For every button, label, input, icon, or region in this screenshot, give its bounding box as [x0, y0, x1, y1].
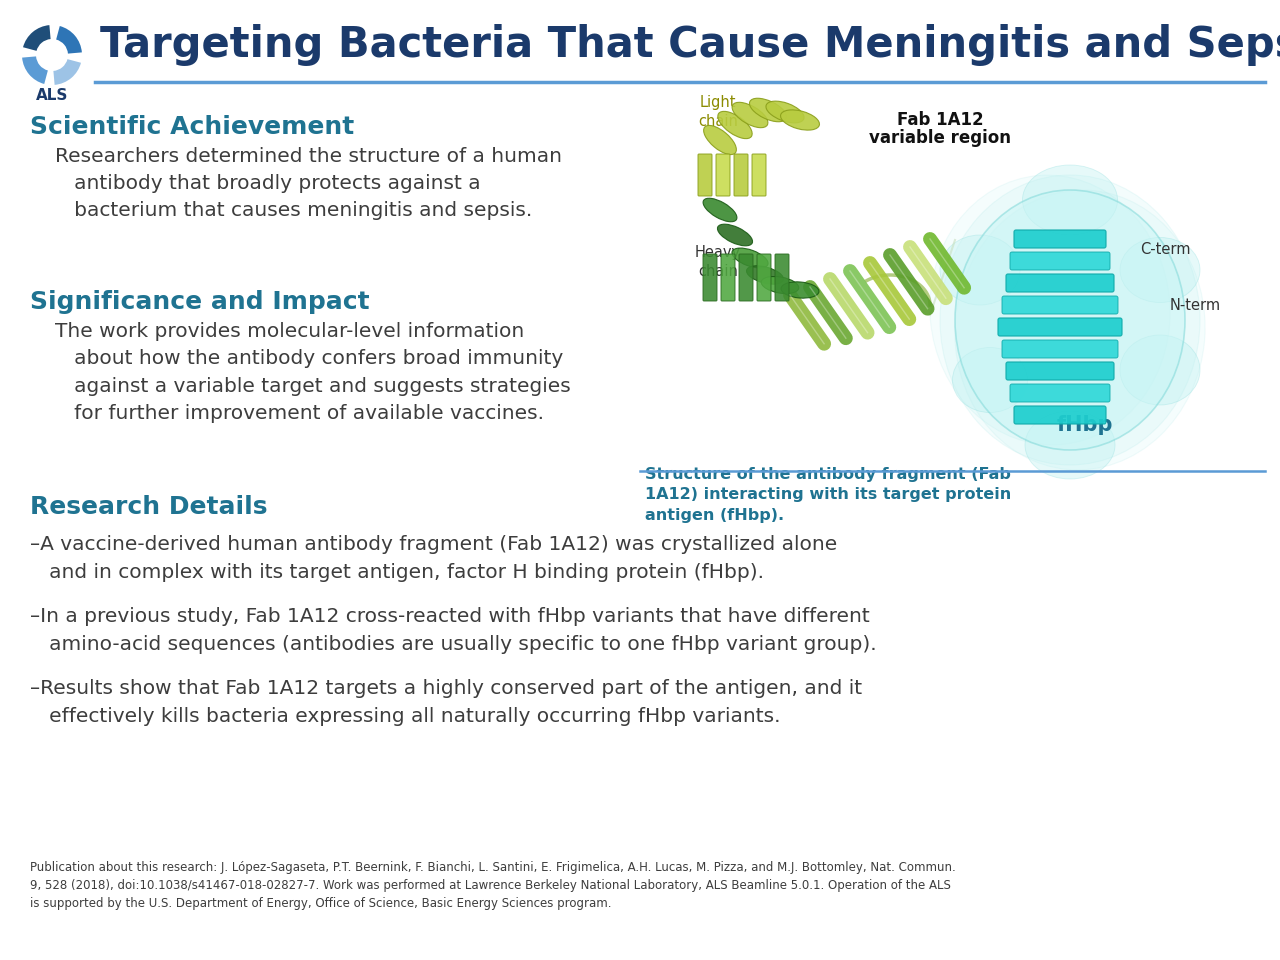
Wedge shape: [23, 25, 51, 51]
Text: –Results show that Fab 1A12 targets a highly conserved part of the antigen, and : –Results show that Fab 1A12 targets a hi…: [29, 679, 863, 698]
Ellipse shape: [703, 199, 737, 222]
Ellipse shape: [718, 111, 753, 138]
Ellipse shape: [718, 225, 753, 246]
FancyBboxPatch shape: [1006, 274, 1114, 292]
Text: Researchers determined the structure of a human
   antibody that broadly protect: Researchers determined the structure of …: [55, 147, 562, 221]
Ellipse shape: [732, 103, 768, 128]
Ellipse shape: [929, 175, 1170, 444]
Circle shape: [42, 45, 61, 65]
Text: N-term: N-term: [1170, 298, 1221, 313]
FancyBboxPatch shape: [774, 254, 788, 301]
Ellipse shape: [1120, 237, 1201, 302]
FancyBboxPatch shape: [1014, 406, 1106, 424]
FancyBboxPatch shape: [716, 154, 730, 196]
Ellipse shape: [1025, 411, 1115, 479]
Text: variable region: variable region: [869, 129, 1011, 147]
Ellipse shape: [781, 109, 819, 131]
Ellipse shape: [704, 126, 736, 155]
Ellipse shape: [940, 235, 1020, 305]
Text: ALS: ALS: [36, 87, 68, 103]
Text: fHbp: fHbp: [1057, 415, 1114, 435]
Ellipse shape: [952, 348, 1028, 413]
FancyBboxPatch shape: [1014, 230, 1106, 248]
Ellipse shape: [746, 266, 783, 284]
FancyBboxPatch shape: [756, 254, 771, 301]
Text: Heavy
chain: Heavy chain: [695, 245, 741, 279]
Text: Light
chain: Light chain: [698, 95, 739, 130]
Bar: [640, 88, 1265, 465]
FancyBboxPatch shape: [753, 154, 765, 196]
Ellipse shape: [1120, 335, 1201, 405]
Ellipse shape: [781, 282, 819, 299]
Ellipse shape: [955, 190, 1206, 469]
Text: Fab 1A12: Fab 1A12: [897, 111, 983, 129]
Text: Structure of the antibody fragment (Fab
1A12) interacting with its target protei: Structure of the antibody fragment (Fab …: [645, 467, 1011, 523]
Ellipse shape: [765, 101, 804, 123]
FancyBboxPatch shape: [1002, 296, 1117, 314]
Text: C-term: C-term: [1140, 243, 1190, 257]
Ellipse shape: [750, 98, 786, 122]
Ellipse shape: [762, 276, 799, 294]
Text: Targeting Bacteria That Cause Meningitis and Sepsis: Targeting Bacteria That Cause Meningitis…: [100, 24, 1280, 66]
FancyBboxPatch shape: [733, 154, 748, 196]
Text: –In a previous study, Fab 1A12 cross-reacted with fHbp variants that have differ: –In a previous study, Fab 1A12 cross-rea…: [29, 607, 869, 626]
Wedge shape: [56, 26, 82, 54]
Ellipse shape: [1023, 165, 1117, 235]
Text: Publication about this research: J. López-Sagaseta, P.T. Beernink, F. Bianchi, L: Publication about this research: J. Lópe…: [29, 860, 956, 909]
Text: The work provides molecular-level information
   about how the antibody confers : The work provides molecular-level inform…: [55, 322, 571, 422]
FancyBboxPatch shape: [998, 318, 1123, 336]
Ellipse shape: [955, 190, 1185, 450]
FancyBboxPatch shape: [698, 154, 712, 196]
Ellipse shape: [940, 175, 1201, 465]
Wedge shape: [22, 57, 47, 84]
FancyBboxPatch shape: [721, 254, 735, 301]
FancyBboxPatch shape: [739, 254, 753, 301]
FancyBboxPatch shape: [1010, 252, 1110, 270]
Text: –A vaccine-derived human antibody fragment (Fab 1A12) was crystallized alone: –A vaccine-derived human antibody fragme…: [29, 535, 837, 554]
Ellipse shape: [732, 248, 768, 268]
Text: effectively kills bacteria expressing all naturally occurring fHbp variants.: effectively kills bacteria expressing al…: [29, 707, 781, 726]
Text: Significance and Impact: Significance and Impact: [29, 290, 370, 314]
FancyBboxPatch shape: [703, 254, 717, 301]
Text: Scientific Achievement: Scientific Achievement: [29, 115, 355, 139]
Wedge shape: [54, 60, 81, 84]
FancyBboxPatch shape: [1010, 384, 1110, 402]
Text: Research Details: Research Details: [29, 495, 268, 519]
Text: amino-acid sequences (antibodies are usually specific to one fHbp variant group): amino-acid sequences (antibodies are usu…: [29, 635, 877, 654]
FancyBboxPatch shape: [1002, 340, 1117, 358]
FancyBboxPatch shape: [1006, 362, 1114, 380]
Text: and in complex with its target antigen, factor H binding protein (fHbp).: and in complex with its target antigen, …: [29, 563, 764, 582]
